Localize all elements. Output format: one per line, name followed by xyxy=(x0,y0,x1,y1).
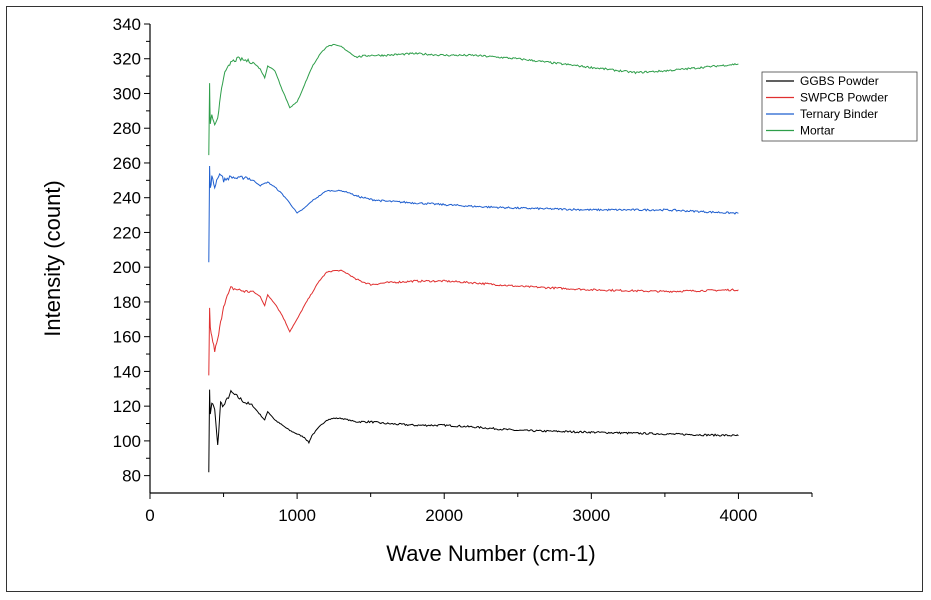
legend-label-2: Ternary Binder xyxy=(800,107,878,121)
series-line-0 xyxy=(208,389,739,473)
x-tick-label-2: 2000 xyxy=(425,506,463,525)
series-line-3 xyxy=(208,43,739,156)
y-tick-label-13: 340 xyxy=(113,15,141,34)
legend-box xyxy=(761,71,918,142)
y-tick-label-2: 120 xyxy=(113,397,141,416)
y-tick-label-4: 160 xyxy=(113,328,141,347)
y-tick-label-12: 320 xyxy=(113,50,141,69)
y-tick-label-6: 200 xyxy=(113,258,141,277)
ticks-layer: 0 1000 2000 3000 4000 80 100 120 140 160 180 200 220… xyxy=(113,15,813,525)
x-tick-label-1: 1000 xyxy=(278,506,316,525)
x-tick-label-4: 4000 xyxy=(720,506,758,525)
y-tick-label-8: 240 xyxy=(113,189,141,208)
legend: GGBS Powder SWPCB Powder Ternary Binder Mor… xyxy=(761,71,918,142)
series-line-1 xyxy=(208,269,739,376)
y-axis-title: Intensity (count) xyxy=(40,180,65,337)
y-tick-label-1: 100 xyxy=(113,432,141,451)
legend-label-1: SWPCB Powder xyxy=(800,91,888,105)
y-tick-label-0: 80 xyxy=(122,467,141,486)
y-tick-label-5: 180 xyxy=(113,293,141,312)
axes-layer xyxy=(149,24,812,494)
y-tick-label-10: 280 xyxy=(113,119,141,138)
y-tick-label-9: 260 xyxy=(113,154,141,173)
series-layer xyxy=(208,43,739,473)
legend-label-0: GGBS Powder xyxy=(800,74,879,88)
series-line-2 xyxy=(208,165,739,263)
chart-frame xyxy=(6,6,923,592)
x-axis-title: Wave Number (cm-1) xyxy=(386,541,595,566)
x-tick-label-0: 0 xyxy=(145,506,154,525)
x-tick-label-3: 3000 xyxy=(572,506,610,525)
y-tick-label-3: 140 xyxy=(113,362,141,381)
y-tick-label-11: 300 xyxy=(113,84,141,103)
legend-label-3: Mortar xyxy=(800,124,835,138)
y-tick-label-7: 220 xyxy=(113,223,141,242)
